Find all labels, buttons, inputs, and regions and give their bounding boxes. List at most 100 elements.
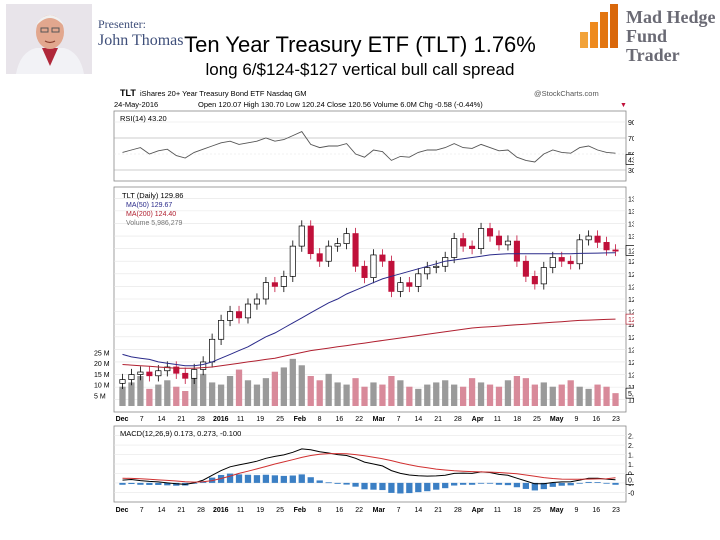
ma200-line <box>122 318 616 369</box>
x-tick-label: 2016 <box>213 416 229 423</box>
volume-value-tag: 5,986, <box>628 391 634 398</box>
volume-bar <box>280 367 287 406</box>
macd-histogram-bar <box>253 475 261 483</box>
price-candle <box>540 267 547 285</box>
price-candle <box>164 366 171 372</box>
price-candle <box>576 239 583 265</box>
x-tick-label: 16 <box>335 416 343 423</box>
x-tick-label-bottom: Mar <box>373 507 386 514</box>
presenter-name: John Thomas <box>98 32 184 49</box>
chart-ohlc: Open 120.07 High 130.70 Low 120.24 Close… <box>198 100 483 109</box>
ma200-tag: 124.40 <box>628 317 634 324</box>
logo-line-2: Fund Trader <box>626 26 680 65</box>
volume-bar <box>137 376 144 406</box>
x-tick-label: 14 <box>415 416 423 423</box>
volume-bar <box>289 358 296 406</box>
macd-histogram-bar <box>388 482 395 493</box>
volume-bar <box>388 376 395 406</box>
volume-bar <box>361 386 368 406</box>
volume-bar <box>558 384 565 406</box>
price-candle <box>424 267 431 275</box>
x-tick-label: 21 <box>434 416 442 423</box>
price-candle <box>280 275 287 287</box>
x-tick-label-bottom: 23 <box>612 507 620 514</box>
x-tick-label: Apr <box>472 416 484 423</box>
macd-histogram-bar <box>146 482 153 485</box>
macd-histogram-bar <box>128 482 135 485</box>
rsi-value-tag-box <box>625 154 634 165</box>
volume-bar <box>576 386 583 406</box>
macd-legend: MACD(12,26,9) 0.173, 0.273, -0.100 <box>120 429 241 438</box>
macd-histogram-bar <box>271 475 279 483</box>
volume-tick-label: 10 M <box>94 383 110 390</box>
volume-bar <box>298 365 305 406</box>
macd-histogram-bar <box>486 482 494 484</box>
macd-histogram-bar <box>119 482 126 485</box>
x-tick-label-bottom: 11 <box>494 507 501 514</box>
price-candle <box>191 369 198 379</box>
volume-bar <box>612 393 619 406</box>
macd-histogram-bar <box>513 482 521 488</box>
ma200-tag-box <box>625 313 634 325</box>
volume-bar <box>513 376 521 406</box>
volume-bar <box>424 384 431 406</box>
change-arrow-icon: ▼ <box>620 102 627 109</box>
macd-histogram-bar <box>397 482 404 494</box>
price-tick-label: 133 <box>628 209 634 216</box>
volume-bar <box>486 384 494 406</box>
macd-histogram-bar <box>307 477 314 483</box>
x-tick-label: 11 <box>494 416 501 423</box>
price-candle <box>522 260 529 277</box>
macd-histogram-bar <box>370 482 377 490</box>
price-tick-label: 126 <box>628 297 634 304</box>
price-candle <box>343 233 350 244</box>
macd-histogram-bar <box>334 482 341 484</box>
volume-bar <box>262 378 270 406</box>
x-tick-label: 14 <box>158 416 166 423</box>
price-tick-label: 132 <box>628 221 634 228</box>
bar-logo-icon <box>580 4 618 48</box>
price-candle <box>316 253 323 262</box>
price-candle <box>128 374 135 380</box>
volume-bar <box>504 380 512 406</box>
rsi-line <box>122 131 616 163</box>
price-tick-label: 128 <box>628 272 634 279</box>
macd-histogram-bar <box>495 482 503 485</box>
volume-bar <box>253 384 261 406</box>
macd-tick-label: 1.5 <box>628 453 634 460</box>
x-tick-label-bottom: 21 <box>177 507 185 514</box>
x-tick-label: Feb <box>294 416 306 423</box>
x-tick-label-bottom: 22 <box>355 507 363 514</box>
price-candle <box>200 361 207 370</box>
macd-signal-line <box>122 453 616 483</box>
price-tick-label: 120 <box>628 373 634 380</box>
x-tick-label-bottom: 28 <box>454 507 462 514</box>
rsi-tick-label: 70 <box>628 136 634 143</box>
volume-bar <box>397 380 404 406</box>
presenter-label: Presenter: <box>98 17 146 31</box>
macd-histogram-bar <box>424 482 431 492</box>
volume-bar <box>334 382 341 406</box>
x-tick-label: 28 <box>197 416 205 423</box>
ma50-line <box>122 252 616 367</box>
macd-tick-label: 2.5 <box>628 434 634 441</box>
volume-bar <box>182 391 189 406</box>
volume-bar <box>352 378 359 406</box>
volume-bar <box>549 386 556 406</box>
macd-histogram-bar <box>594 482 601 483</box>
x-tick-label-bottom: May <box>550 507 564 514</box>
price-candle <box>558 257 565 262</box>
macd-histogram-bar <box>164 482 171 486</box>
macd-histogram-bar <box>316 480 323 483</box>
price-candle <box>549 257 556 268</box>
price-candle <box>244 303 252 319</box>
volume-bar <box>370 382 377 406</box>
macd-histogram-bar <box>415 482 422 493</box>
volume-bar <box>208 382 216 406</box>
macd-histogram-bar <box>235 474 243 483</box>
macd-histogram-bar <box>522 482 530 489</box>
price-candle <box>155 370 162 377</box>
x-tick-label: May <box>550 416 564 423</box>
macd-histogram-bar <box>468 482 476 485</box>
macd-histogram-bar <box>280 475 287 483</box>
